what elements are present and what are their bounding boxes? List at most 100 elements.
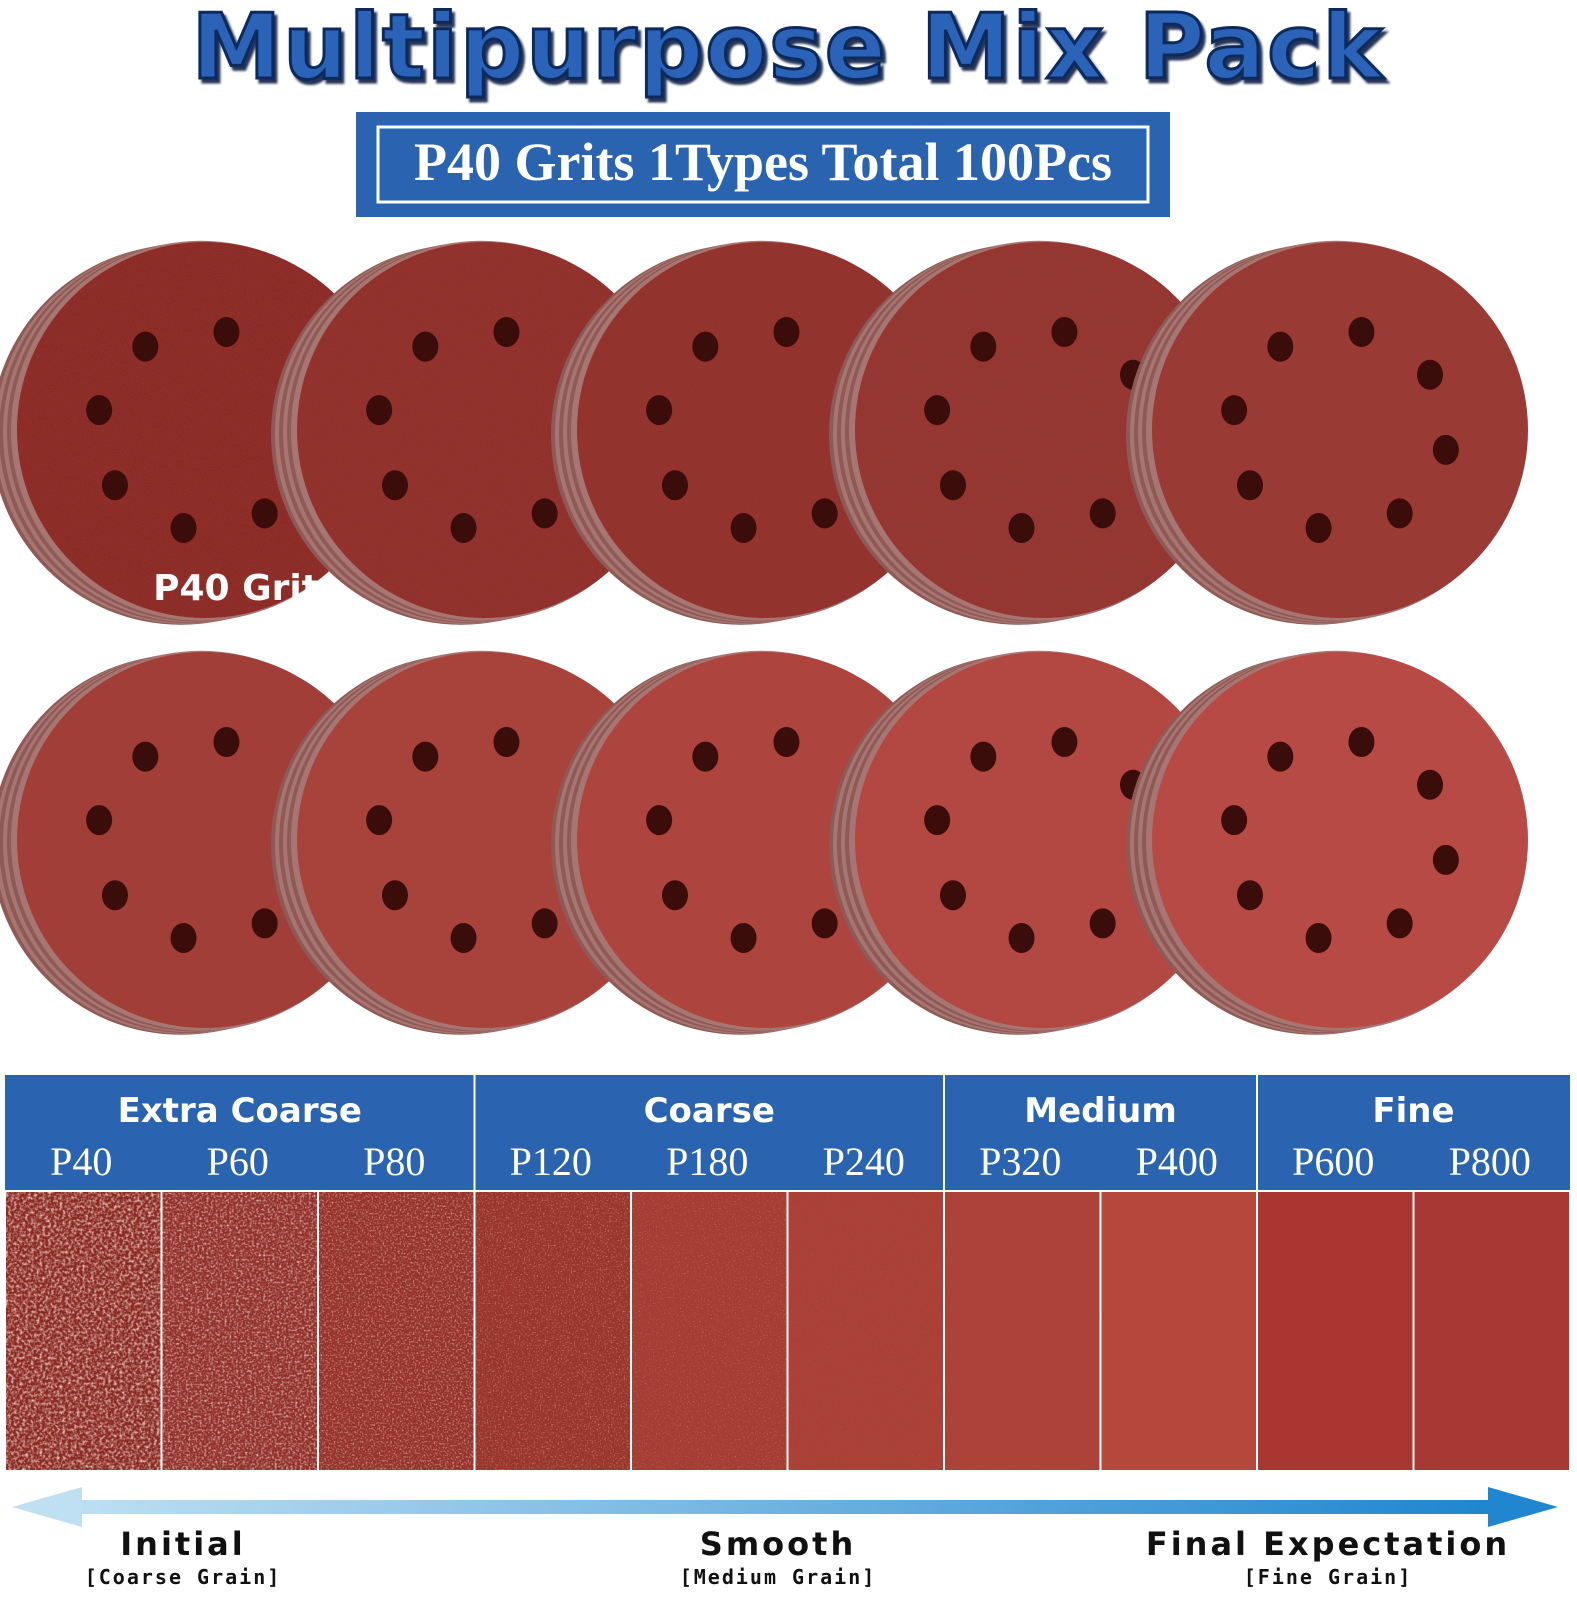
grit-label: P40 xyxy=(50,1139,112,1184)
disc-hole xyxy=(412,741,439,772)
progress-label: Smooth xyxy=(700,1525,856,1563)
disc-hole xyxy=(86,395,113,426)
disc-hole xyxy=(132,331,159,362)
progress-label: Final Expectation xyxy=(1146,1525,1510,1563)
disc-hole xyxy=(970,741,997,772)
disc-hole xyxy=(661,470,688,501)
grit-label: P320 xyxy=(979,1139,1061,1184)
progress-arrow xyxy=(12,1487,1558,1527)
group-name: Coarse xyxy=(644,1091,775,1131)
grit-swatch-texture xyxy=(475,1192,630,1470)
disc-hole xyxy=(661,880,688,911)
disc-hole xyxy=(1386,908,1413,939)
grit-swatch-texture xyxy=(1258,1192,1413,1470)
disc-hole xyxy=(692,741,719,772)
disc-hole xyxy=(1051,726,1078,757)
grit-label: P240 xyxy=(823,1139,905,1184)
disc-hole xyxy=(1221,395,1248,426)
disc-hole xyxy=(1236,880,1263,911)
disc-hole xyxy=(1267,331,1294,362)
grit-label: P800 xyxy=(1449,1139,1531,1184)
group-name: Fine xyxy=(1372,1091,1454,1131)
disc-hole xyxy=(970,331,997,362)
disc-hole xyxy=(531,908,558,939)
disc-hole xyxy=(381,880,408,911)
disc-hole xyxy=(450,923,477,954)
disc-hole xyxy=(646,395,673,426)
grit-swatch-texture xyxy=(632,1192,787,1470)
disc-hole xyxy=(1432,844,1459,875)
progress-note: [Medium Grain] xyxy=(680,1565,877,1589)
disc-hole xyxy=(1236,470,1263,501)
progress-label: Initial xyxy=(120,1525,245,1563)
disc-face xyxy=(855,652,1231,1028)
grit-label: P120 xyxy=(510,1139,592,1184)
grit-label: P80 xyxy=(363,1139,425,1184)
disc-hole xyxy=(366,805,393,836)
disc-label: P40 Grit xyxy=(153,568,319,609)
disc-grain xyxy=(1152,242,1528,618)
disc-grain xyxy=(855,242,1231,618)
disc-hole xyxy=(1417,769,1444,800)
disc-hole xyxy=(1051,316,1078,347)
disc-hole xyxy=(86,805,113,836)
disc-hole xyxy=(1089,908,1116,939)
disc-hole xyxy=(646,805,673,836)
disc-hole xyxy=(1089,498,1116,529)
disc-hole xyxy=(1267,741,1294,772)
progression-labels: Initial[Coarse Grain] Smooth[Medium Grain… xyxy=(85,1525,1510,1589)
grit-swatch-texture xyxy=(788,1192,943,1470)
disc-hole xyxy=(450,513,477,544)
disc-hole xyxy=(1305,513,1332,544)
progress-note: [Coarse Grain] xyxy=(85,1565,282,1589)
disc-hole xyxy=(939,470,966,501)
disc-hole xyxy=(1348,316,1375,347)
disc-hole xyxy=(1417,359,1444,390)
grit-swatch-texture xyxy=(945,1192,1100,1470)
disc-hole xyxy=(811,908,838,939)
progress-note: [Fine Grain] xyxy=(1244,1565,1413,1589)
disc-hole xyxy=(773,726,800,757)
grit-swatch-texture xyxy=(319,1192,474,1470)
title: Multipurpose Mix Pack xyxy=(192,0,1385,100)
disc-hole xyxy=(170,513,197,544)
table-header xyxy=(5,1075,1570,1190)
grit-label: P180 xyxy=(666,1139,748,1184)
grit-label: P400 xyxy=(1136,1139,1218,1184)
grit-swatch-texture xyxy=(1414,1192,1569,1470)
disc-hole xyxy=(213,316,240,347)
disc-hole xyxy=(381,470,408,501)
disc-hole xyxy=(773,316,800,347)
disc-grid xyxy=(0,240,1528,1035)
grit-label: P600 xyxy=(1292,1139,1374,1184)
disc-hole xyxy=(531,498,558,529)
disc-hole xyxy=(811,498,838,529)
disc-hole xyxy=(1432,434,1459,465)
disc-hole xyxy=(1008,923,1035,954)
disc-hole xyxy=(1008,513,1035,544)
disc-hole xyxy=(101,470,128,501)
sanding-disc xyxy=(1126,650,1528,1035)
grit-label: P60 xyxy=(207,1139,269,1184)
grit-swatch-texture xyxy=(162,1192,317,1470)
disc-hole xyxy=(493,316,520,347)
disc-hole xyxy=(101,880,128,911)
disc-hole xyxy=(1221,805,1248,836)
subtitle-frame xyxy=(376,125,1150,204)
disc-hole xyxy=(213,726,240,757)
disc-hole xyxy=(1348,726,1375,757)
disc-hole xyxy=(692,331,719,362)
disc-hole xyxy=(251,908,278,939)
disc-hole xyxy=(251,498,278,529)
disc-hole xyxy=(412,331,439,362)
disc-hole xyxy=(730,513,757,544)
sanding-disc xyxy=(829,240,1231,625)
arrow-shaft xyxy=(60,1500,1490,1514)
disc-hole xyxy=(366,395,393,426)
disc-hole xyxy=(939,880,966,911)
grit-swatch-texture xyxy=(6,1192,161,1470)
disc-hole xyxy=(924,805,951,836)
